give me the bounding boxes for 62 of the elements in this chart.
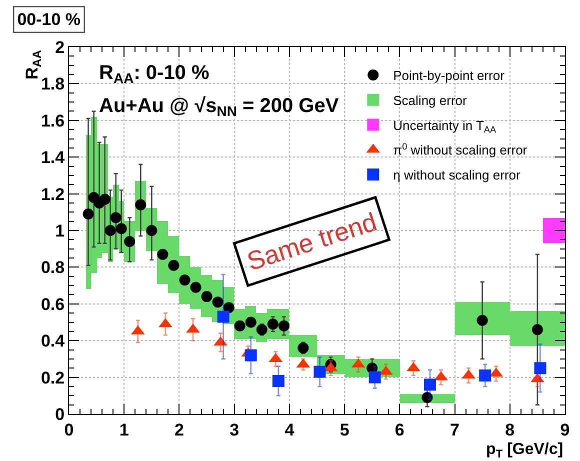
legend-label: Scaling error — [393, 92, 468, 108]
point — [110, 212, 122, 224]
point — [212, 296, 224, 308]
point — [479, 369, 492, 382]
x-tick-label: 2 — [174, 420, 184, 440]
x-tick-label: 7 — [450, 420, 460, 440]
y-tick-label: 0.8 — [40, 258, 65, 278]
y-tick-label: 1.6 — [40, 111, 65, 130]
x-tick-label: 5 — [340, 420, 350, 440]
point — [201, 291, 212, 302]
legend-label: Point-by-point error — [393, 68, 506, 84]
legend-label: η without scaling error — [393, 168, 521, 183]
y-tick-label: 2 — [55, 38, 65, 57]
y-tick-label: 0.2 — [40, 368, 65, 388]
point — [146, 225, 158, 236]
point — [223, 302, 234, 314]
point — [157, 248, 168, 260]
x-tick-label: 1 — [119, 420, 129, 440]
x-tick-label: 8 — [505, 420, 515, 440]
bar — [543, 218, 565, 243]
point — [116, 223, 127, 234]
point — [179, 274, 190, 286]
point — [135, 199, 146, 210]
point — [244, 349, 257, 362]
point — [368, 371, 381, 384]
point — [534, 362, 546, 374]
point — [422, 392, 433, 403]
point — [104, 225, 116, 236]
y-tick-label: 1.2 — [40, 184, 65, 204]
y-tick-label: 0.4 — [40, 332, 66, 351]
y-tick-label: 1.4 — [40, 148, 66, 168]
point — [267, 318, 278, 330]
x-axis-title: p$_{T}$ [GeV/c] — [486, 441, 564, 460]
point — [256, 324, 268, 336]
point — [124, 236, 136, 248]
x-tick-label: 9 — [560, 420, 570, 440]
x-tick-label: 3 — [230, 420, 240, 440]
point — [314, 366, 326, 378]
point — [245, 316, 256, 328]
point — [168, 260, 180, 271]
point — [532, 324, 543, 336]
chart-title: 00-10 % — [17, 10, 81, 30]
annotation: Au+Au @ √s$_{NN}$ = 200 GeV — [99, 95, 339, 120]
y-tick-label: 0.6 — [40, 294, 65, 314]
point — [476, 314, 488, 326]
point — [234, 320, 246, 332]
point — [99, 194, 110, 205]
point — [217, 310, 230, 323]
point — [278, 320, 290, 332]
point — [272, 374, 284, 387]
annotation: R$_{AA}$: 0-10 % — [99, 62, 210, 86]
y-tick-label: 1.8 — [40, 74, 65, 94]
x-tick-label: 4 — [284, 420, 295, 440]
y-tick-label: 1 — [55, 221, 65, 240]
point — [424, 378, 436, 391]
legend-label: Uncertainty in T$_{AA}$ — [393, 118, 497, 135]
y-tick-label: 0 — [55, 404, 65, 424]
point — [82, 208, 94, 220]
point — [190, 282, 202, 293]
x-tick-label: 6 — [394, 420, 404, 440]
legend-label: π$^{0}$ without scaling error — [393, 141, 528, 158]
annotation: Same trend — [243, 206, 380, 276]
